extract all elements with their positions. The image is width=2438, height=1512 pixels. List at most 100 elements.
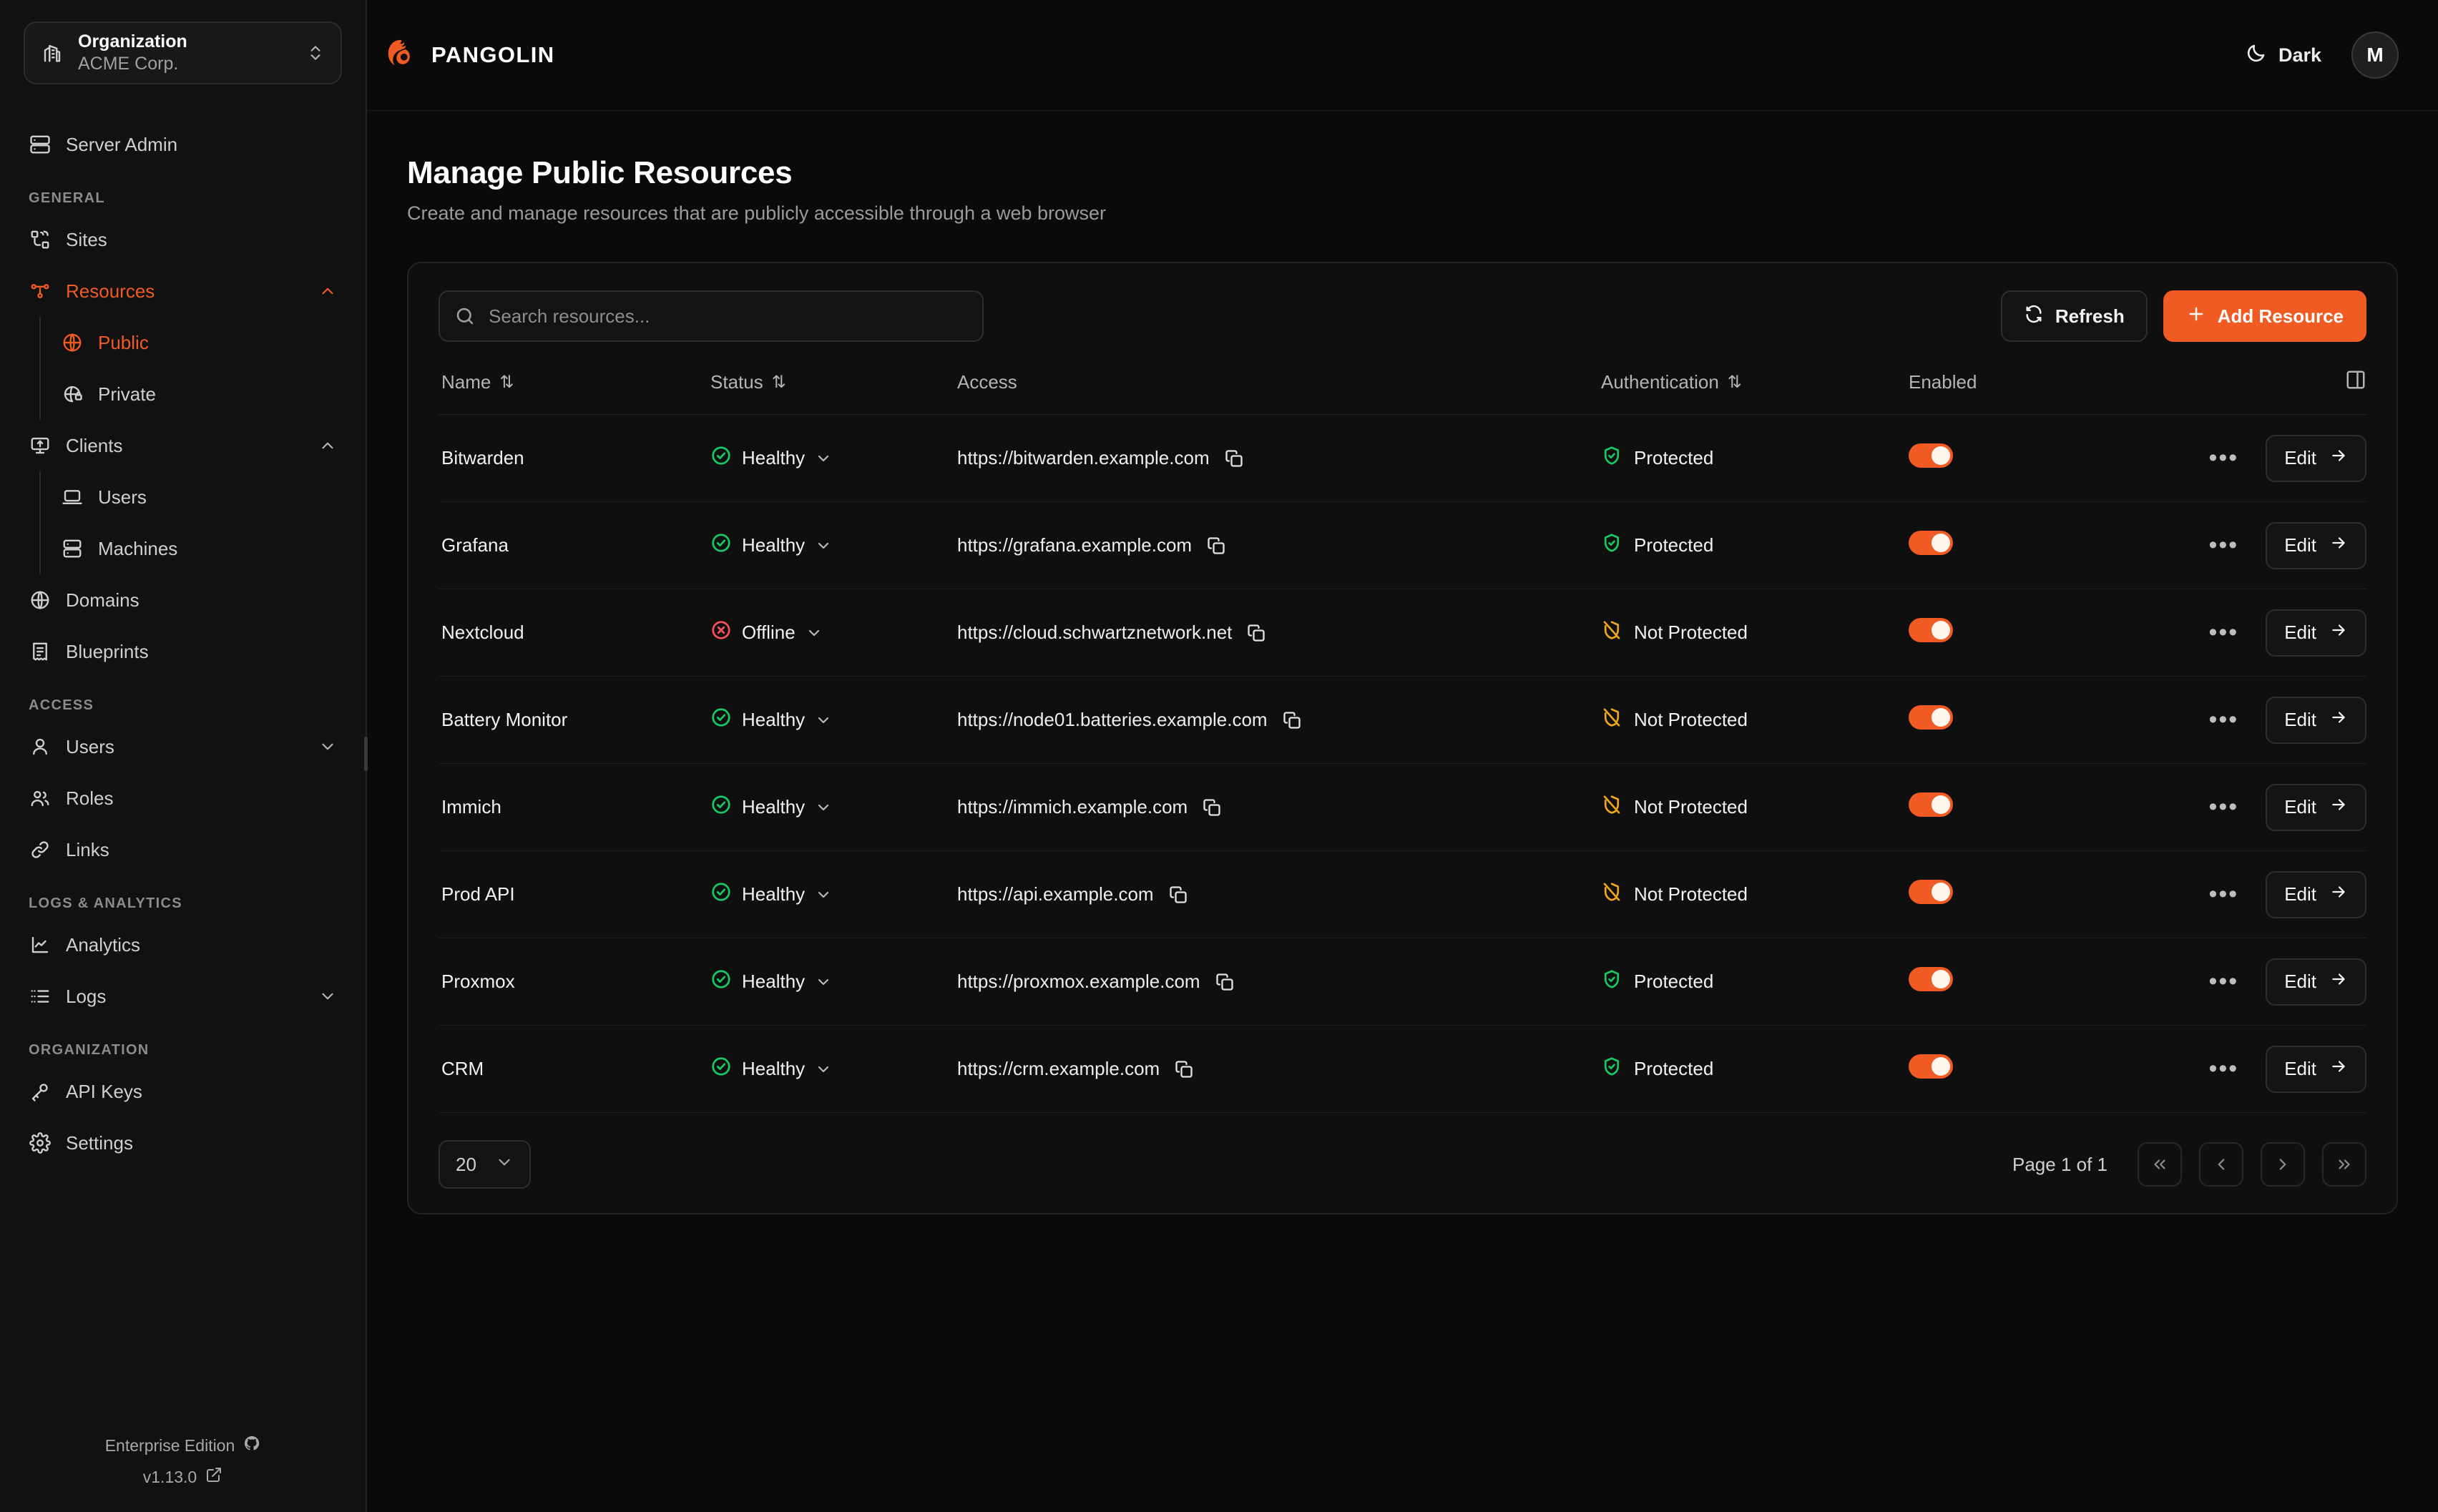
status-badge[interactable]: Healthy <box>710 532 832 559</box>
row-menu-icon[interactable]: ••• <box>2208 1054 2239 1082</box>
sidebar-item-blueprints[interactable]: Blueprints <box>19 626 347 677</box>
chevron-up-icon[interactable] <box>318 282 337 300</box>
sidebar-item-resources[interactable]: Resources <box>19 265 347 317</box>
sidebar-item-domains[interactable]: Domains <box>19 574 347 626</box>
edit-button[interactable]: Edit <box>2266 696 2366 744</box>
enabled-toggle[interactable] <box>1909 967 1953 991</box>
sidebar-item-settings[interactable]: Settings <box>19 1117 347 1169</box>
edit-button[interactable]: Edit <box>2266 521 2366 569</box>
enabled-toggle[interactable] <box>1909 1054 1953 1079</box>
copy-icon[interactable] <box>1168 885 1188 905</box>
sidebar-item-analytics[interactable]: Analytics <box>19 919 347 971</box>
arrow-right-icon <box>2329 1057 2348 1081</box>
row-menu-icon[interactable]: ••• <box>2208 967 2239 995</box>
edition-link[interactable]: Enterprise Edition <box>105 1435 261 1456</box>
row-menu-icon[interactable]: ••• <box>2208 705 2239 733</box>
enabled-toggle[interactable] <box>1909 792 1953 817</box>
status-badge[interactable]: Healthy <box>710 881 832 908</box>
status-badge[interactable]: Healthy <box>710 794 832 820</box>
search-input[interactable] <box>439 290 984 342</box>
table-row[interactable]: Proxmox Healthy https://proxmox.example.co… <box>439 938 2366 1026</box>
row-menu-icon[interactable]: ••• <box>2208 443 2239 471</box>
row-menu-icon[interactable]: ••• <box>2208 792 2239 820</box>
sidebar-item-sites[interactable]: Sites <box>19 214 347 265</box>
table-row[interactable]: Bitwarden Healthy https://bitwarden.exampl… <box>439 414 2366 502</box>
refresh-button[interactable]: Refresh <box>2000 290 2148 342</box>
status-badge[interactable]: Healthy <box>710 445 832 471</box>
next-page-button[interactable] <box>2261 1142 2305 1187</box>
add-resource-button[interactable]: Add Resource <box>2163 290 2366 342</box>
enabled-toggle[interactable] <box>1909 705 1953 730</box>
edit-button[interactable]: Edit <box>2266 958 2366 1006</box>
sidebar-item-links[interactable]: Links <box>19 824 347 875</box>
enabled-toggle[interactable] <box>1909 443 1953 468</box>
table-row[interactable]: Grafana Healthy https://grafana.example.co… <box>439 501 2366 589</box>
enabled-toggle[interactable] <box>1909 880 1953 904</box>
column-header-name[interactable]: Name ⇅ <box>439 369 710 415</box>
enabled-toggle[interactable] <box>1909 531 1953 555</box>
copy-icon[interactable] <box>1224 448 1244 468</box>
resource-url[interactable]: https://node01.batteries.example.com <box>957 709 1268 730</box>
sidebar-item-users[interactable]: Users <box>19 721 347 772</box>
page-size-select[interactable]: 20 <box>439 1140 531 1189</box>
cell-authentication: Not Protected <box>1601 850 1909 938</box>
edit-button[interactable]: Edit <box>2266 1045 2366 1093</box>
org-switcher[interactable]: Organization ACME Corp. <box>24 21 342 84</box>
row-menu-icon[interactable]: ••• <box>2208 618 2239 646</box>
edit-button[interactable]: Edit <box>2266 609 2366 657</box>
copy-icon[interactable] <box>1174 1059 1194 1079</box>
version-link[interactable]: v1.13.0 <box>143 1466 222 1488</box>
sidebar-item-roles[interactable]: Roles <box>19 772 347 824</box>
copy-icon[interactable] <box>1215 972 1235 992</box>
resource-url[interactable]: https://crm.example.com <box>957 1058 1160 1079</box>
status-badge[interactable]: Healthy <box>710 707 832 733</box>
resource-url[interactable]: https://grafana.example.com <box>957 534 1193 556</box>
sidebar-item-server-admin[interactable]: Sites Server Admin <box>19 119 347 170</box>
status-badge[interactable]: Healthy <box>710 968 832 995</box>
status-badge[interactable]: Healthy <box>710 1056 832 1082</box>
sidebar-item-users-client[interactable]: Users <box>51 471 366 523</box>
enabled-toggle[interactable] <box>1909 618 1953 642</box>
row-menu-icon[interactable]: ••• <box>2208 880 2239 908</box>
column-header-status[interactable]: Status ⇅ <box>710 369 957 415</box>
copy-icon[interactable] <box>1282 710 1302 730</box>
sidebar-item-private[interactable]: Private <box>51 368 366 420</box>
sidebar-item-logs[interactable]: Logs <box>19 971 347 1022</box>
resource-url[interactable]: https://cloud.schwartznetwork.net <box>957 622 1233 643</box>
last-page-button[interactable] <box>2322 1142 2366 1187</box>
cell-enabled <box>1909 501 2123 589</box>
sidebar-item-label: Roles <box>66 787 114 809</box>
brand-logo[interactable]: PANGOLIN <box>384 37 555 74</box>
table-row[interactable]: Nextcloud Offline https://cloud.schwartzne… <box>439 589 2366 677</box>
resource-url[interactable]: https://proxmox.example.com <box>957 971 1200 992</box>
table-row[interactable]: Battery Monitor Healthy https://node01.bat… <box>439 676 2366 764</box>
column-visibility-icon[interactable] <box>2345 369 2366 396</box>
avatar[interactable]: M <box>2351 31 2399 79</box>
previous-page-button[interactable] <box>2199 1142 2243 1187</box>
column-header-authentication[interactable]: Authentication ⇅ <box>1601 369 1909 415</box>
table-row[interactable]: Prod API Healthy https://api.example.com No… <box>439 850 2366 938</box>
sidebar-item-clients[interactable]: Clients <box>19 420 347 471</box>
row-menu-icon[interactable]: ••• <box>2208 531 2239 559</box>
table-row[interactable]: Immich Healthy https://immich.example.com N… <box>439 763 2366 851</box>
sidebar-resize-handle[interactable] <box>364 737 368 771</box>
status-badge[interactable]: Offline <box>710 619 823 646</box>
edit-button[interactable]: Edit <box>2266 870 2366 918</box>
copy-icon[interactable] <box>1202 797 1222 818</box>
chevron-down-icon[interactable] <box>318 987 337 1006</box>
copy-icon[interactable] <box>1206 536 1226 556</box>
resource-url[interactable]: https://bitwarden.example.com <box>957 447 1210 468</box>
edit-button[interactable]: Edit <box>2266 783 2366 831</box>
resource-url[interactable]: https://api.example.com <box>957 883 1154 905</box>
theme-toggle[interactable]: Dark <box>2246 42 2321 69</box>
sidebar-item-machines[interactable]: Machines <box>51 523 366 574</box>
first-page-button[interactable] <box>2138 1142 2182 1187</box>
edit-button[interactable]: Edit <box>2266 434 2366 482</box>
copy-icon[interactable] <box>1246 623 1266 643</box>
chevron-up-icon[interactable] <box>318 436 337 455</box>
chevron-down-icon[interactable] <box>318 737 337 756</box>
table-row[interactable]: CRM Healthy https://crm.example.com Protect… <box>439 1025 2366 1113</box>
resource-url[interactable]: https://immich.example.com <box>957 796 1188 818</box>
sidebar-item-public[interactable]: Public <box>51 317 366 368</box>
sidebar-item-api-keys[interactable]: API Keys <box>19 1066 347 1117</box>
